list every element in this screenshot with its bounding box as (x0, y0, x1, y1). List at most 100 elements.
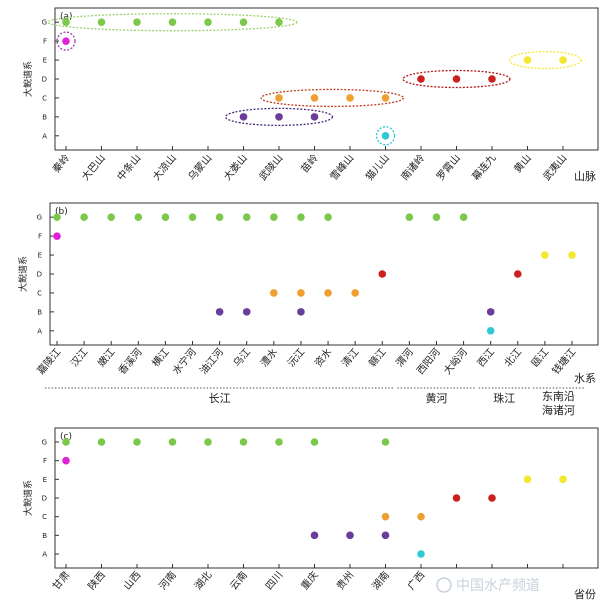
chart-panels: (a)ABCDEFG大鲵谱系秦岭 大巴山 中条山 大凉山 乌蒙山 大娄山 武陵山 苗岭 雪峰山猫… (17, 7, 599, 601)
point-g (204, 18, 212, 27)
point-d (452, 494, 461, 502)
point-c (310, 94, 319, 102)
point-g (204, 438, 212, 446)
point-g (133, 438, 141, 446)
cluster-ellipse (260, 88, 405, 108)
point-b (381, 531, 390, 540)
point-e (559, 56, 567, 64)
point-g (188, 213, 197, 221)
panel-label: (b) (55, 207, 68, 217)
point-b (239, 113, 248, 121)
point-e (559, 475, 567, 484)
watermark: 中国水产频道 (436, 577, 540, 594)
point-c (270, 289, 278, 297)
x-tick-label: 瓯江 (529, 346, 551, 369)
x-tick-label: 武陵山 (256, 152, 285, 183)
x-axis-title: 水系 (574, 372, 596, 385)
point-g (242, 213, 251, 221)
x-tick-label: 资水 (312, 346, 334, 369)
x-tick-label: 贵州 (333, 569, 356, 593)
point-d (417, 75, 425, 83)
y-tick-label: D (42, 495, 47, 503)
x-tick-label: 幕连九 (469, 152, 498, 183)
x-tick-label: 湖南 (369, 569, 392, 593)
x-tick-label: 乌蒙山 (185, 152, 214, 183)
point-g (168, 18, 177, 27)
x-tick-label: 水宁河 (170, 346, 199, 377)
point-d (488, 494, 496, 502)
point-b (310, 113, 319, 121)
point-g (405, 213, 414, 221)
point-g (53, 213, 61, 221)
point-b (215, 308, 224, 316)
cluster-ellipse (375, 126, 396, 146)
x-tick-label: 香溪河 (116, 346, 144, 377)
y-tick-label: B (42, 532, 47, 540)
x-tick-label: 北江 (502, 346, 524, 369)
x-tick-label: 陕西 (85, 569, 108, 593)
point-d (378, 270, 387, 278)
x-tick-label: 中条山 (114, 152, 143, 183)
point-d (513, 270, 522, 278)
point-e (541, 251, 549, 259)
point-g (297, 213, 305, 221)
group-label: 海诸河 (542, 403, 575, 417)
point-c (417, 512, 425, 521)
x-tick-label: 西阳河 (414, 346, 442, 377)
panel-label: (c) (60, 432, 72, 442)
cluster-ellipse (224, 107, 334, 127)
y-tick-label: F (43, 38, 47, 46)
y-tick-label: B (42, 113, 47, 121)
x-tick-label: 赣江 (366, 346, 389, 370)
x-tick-label: 云南 (227, 569, 250, 593)
point-c (346, 94, 354, 102)
x-tick-label: 罗霄山 (434, 152, 462, 183)
point-g (432, 213, 441, 221)
point-d (452, 75, 461, 83)
y-tick-label: E (43, 476, 47, 484)
point-g (168, 438, 177, 446)
point-g (80, 213, 88, 221)
point-g (107, 213, 116, 221)
point-g (381, 438, 390, 446)
y-tick-label: B (37, 308, 42, 316)
y-tick-label: C (42, 94, 47, 102)
plot-frame (54, 427, 599, 569)
group-label: 黄河 (425, 391, 447, 405)
point-c (275, 94, 283, 102)
y-tick-label: E (43, 57, 47, 65)
point-e (523, 56, 532, 64)
point-g (134, 213, 143, 221)
y-tick-label: D (37, 271, 42, 279)
watermark-logo-icon (436, 577, 452, 593)
point-g (239, 18, 248, 27)
x-tick-label: 西江 (475, 346, 497, 369)
y-tick-label: A (42, 132, 47, 140)
y-axis-title: 大鲵谱系 (22, 61, 34, 97)
y-tick-label: C (37, 289, 42, 297)
x-tick-label: 四川 (264, 570, 285, 592)
group-label: 东南沿 (542, 390, 575, 403)
point-g (459, 213, 468, 221)
point-g (310, 438, 319, 446)
x-tick-label: 沅江 (284, 346, 307, 370)
x-tick-label: 甘肃 (49, 569, 72, 593)
x-tick-label: 猫儿山 (363, 152, 392, 183)
x-tick-label: 汉江 (68, 346, 90, 369)
group-label: 珠江 (493, 391, 515, 405)
point-g (215, 213, 224, 221)
x-tick-label: 渭河 (394, 346, 416, 369)
y-tick-label: D (42, 76, 47, 84)
point-b (346, 531, 354, 540)
point-b (297, 308, 305, 316)
x-tick-label: 嘉陵江 (34, 346, 63, 377)
point-g (97, 18, 106, 27)
y-tick-label: A (37, 327, 42, 335)
y-tick-label: G (42, 19, 47, 27)
point-g (270, 213, 278, 221)
y-tick-label: C (42, 513, 47, 521)
x-axis-title: 山脉 (574, 169, 596, 183)
point-b (486, 308, 495, 316)
point-f (53, 232, 61, 240)
